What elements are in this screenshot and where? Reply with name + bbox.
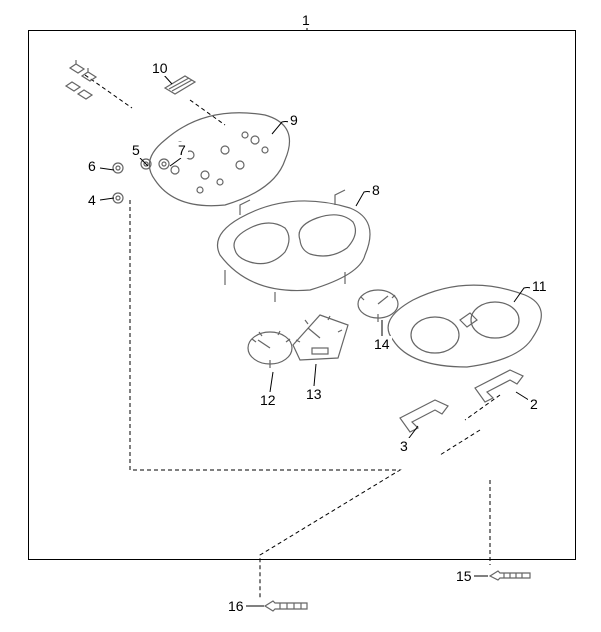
- callout-1: 1: [300, 12, 312, 28]
- callout-11: 11: [530, 278, 549, 294]
- callout-2: 2: [528, 396, 540, 412]
- callout-6: 6: [86, 158, 98, 174]
- callout-12: 12: [258, 392, 278, 408]
- callout-8: 8: [370, 182, 382, 198]
- callout-5: 5: [130, 142, 142, 158]
- diagram-svg: [0, 0, 601, 632]
- callout-14: 14: [372, 336, 392, 352]
- callout-16: 16: [226, 598, 246, 614]
- callout-7: 7: [176, 142, 188, 158]
- callout-4: 4: [86, 192, 98, 208]
- callout-3: 3: [398, 438, 410, 454]
- callout-9: 9: [288, 112, 300, 128]
- callout-13: 13: [304, 386, 324, 402]
- callout-10: 10: [150, 60, 170, 76]
- callout-15: 15: [454, 568, 474, 584]
